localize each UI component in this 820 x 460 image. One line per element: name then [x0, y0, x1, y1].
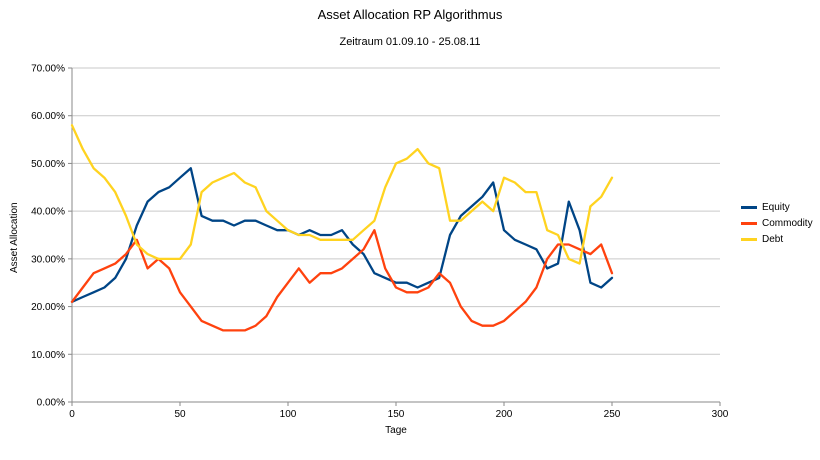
legend-swatch-commodity — [741, 221, 757, 225]
series-line-equity — [70, 167, 614, 303]
legend: Equity Commodity Debt — [741, 202, 813, 250]
chart-subtitle: Zeitraum 01.09.10 - 25.08.11 — [339, 36, 481, 48]
chart-title: Asset Allocation RP Algorithmus — [317, 7, 503, 22]
y-tick-label: 20.00% — [31, 302, 65, 313]
series-line-commodity — [70, 229, 614, 332]
legend-swatch-debt — [741, 237, 757, 241]
y-tick-label: 70.00% — [31, 64, 65, 75]
x-tick-label: 250 — [604, 409, 621, 420]
y-tick-label: 10.00% — [31, 350, 65, 361]
legend-item-debt: Debt — [741, 233, 813, 245]
y-tick-label: 40.00% — [31, 207, 65, 218]
legend-label-debt: Debt — [762, 233, 784, 245]
legend-swatch-equity — [741, 205, 757, 209]
y-tick-label: 0.00% — [37, 398, 65, 409]
x-tick-label: 200 — [496, 409, 513, 420]
legend-label-commodity: Commodity — [762, 217, 813, 229]
x-tick-label: 0 — [69, 409, 75, 420]
x-axis-title: Tage — [385, 425, 407, 436]
legend-item-commodity: Commodity — [741, 217, 813, 229]
x-tick-label: 300 — [712, 409, 729, 420]
y-tick-label: 50.00% — [31, 159, 65, 170]
legend-label-equity: Equity — [762, 201, 790, 213]
x-tick-label: 150 — [388, 409, 405, 420]
legend-item-equity: Equity — [741, 201, 813, 213]
series-line-debt — [70, 124, 614, 265]
x-tick-label: 100 — [280, 409, 297, 420]
y-tick-label: 60.00% — [31, 111, 65, 122]
y-tick-label: 30.00% — [31, 254, 65, 265]
x-tick-label: 50 — [174, 409, 186, 420]
